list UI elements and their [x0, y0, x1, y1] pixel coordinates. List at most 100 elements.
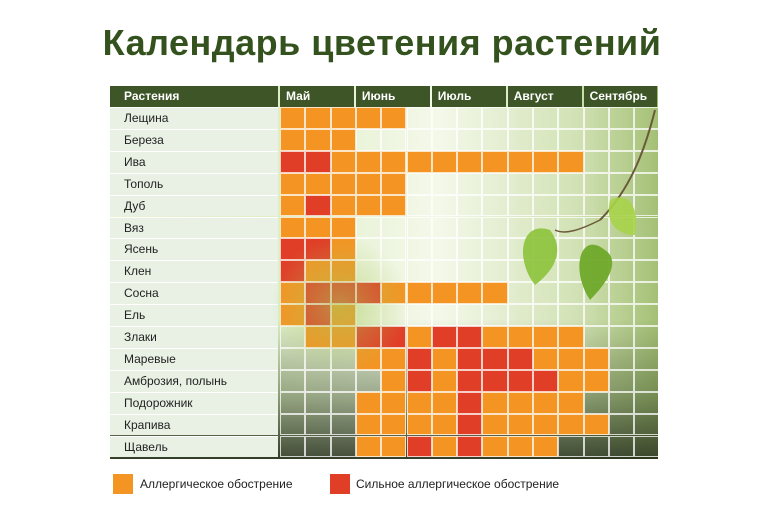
cell-allergic — [355, 347, 382, 370]
cell-empty — [634, 369, 658, 392]
cell-empty — [482, 128, 508, 151]
cell-allergic — [330, 172, 356, 195]
cell-strong — [280, 260, 306, 283]
cell-allergic — [533, 391, 559, 414]
cell-allergic — [457, 282, 483, 305]
plant-label: Амброзия, полынь — [110, 369, 278, 392]
cell-empty — [330, 347, 356, 370]
cell-empty — [457, 172, 483, 195]
cell-allergic — [305, 216, 331, 239]
cell-allergic — [305, 107, 331, 129]
plant-label: Крапива — [110, 413, 278, 436]
cell-empty — [634, 260, 658, 283]
cell-empty — [431, 216, 458, 239]
cell-empty — [507, 172, 533, 195]
cell-strong — [330, 282, 356, 305]
cell-empty — [406, 172, 432, 195]
cell-empty — [608, 107, 635, 129]
cell-allergic — [431, 369, 458, 392]
cell-allergic — [533, 413, 559, 436]
cell-empty — [406, 107, 432, 129]
cell-empty — [305, 435, 331, 458]
cell-empty — [634, 435, 658, 458]
cell-empty — [507, 194, 533, 217]
cell-empty — [507, 282, 533, 305]
cell-allergic — [507, 413, 533, 436]
cell-strong — [457, 435, 483, 458]
cell-allergic — [355, 172, 382, 195]
cell-allergic — [381, 282, 407, 305]
plant-label: Тополь — [110, 172, 278, 195]
cell-empty — [280, 391, 306, 414]
cell-allergic — [330, 128, 356, 151]
cell-allergic — [507, 435, 533, 458]
cell-allergic — [431, 435, 458, 458]
cell-empty — [482, 216, 508, 239]
cell-empty — [305, 347, 331, 370]
cell-empty — [355, 304, 382, 326]
cell-empty — [431, 238, 458, 261]
cell-empty — [381, 260, 407, 283]
cell-allergic — [406, 326, 432, 348]
cell-allergic — [280, 282, 306, 305]
cell-allergic — [558, 391, 584, 414]
cell-empty — [406, 238, 432, 261]
cell-empty — [457, 304, 483, 326]
cell-empty — [330, 369, 356, 392]
cell-allergic — [381, 347, 407, 370]
cell-empty — [634, 282, 658, 305]
cell-empty — [507, 304, 533, 326]
cell-allergic — [280, 304, 306, 326]
cell-empty — [406, 260, 432, 283]
cell-allergic — [330, 194, 356, 217]
cell-empty — [583, 194, 609, 217]
cell-empty — [431, 194, 458, 217]
cell-allergic — [355, 435, 382, 458]
cell-empty — [355, 369, 382, 392]
plant-label: Ива — [110, 150, 278, 173]
plant-label: Береза — [110, 128, 278, 151]
month-header: Сентябрь — [583, 86, 658, 107]
cell-empty — [533, 172, 559, 195]
month-header: Июнь — [355, 86, 430, 107]
cell-strong — [457, 326, 483, 348]
cell-allergic — [280, 172, 306, 195]
cell-empty — [330, 391, 356, 414]
cell-allergic — [381, 107, 407, 129]
cell-empty — [583, 326, 609, 348]
cell-allergic — [482, 413, 508, 436]
cell-allergic — [406, 413, 432, 436]
legend-label-strong: Сильное аллергическое обострение — [356, 477, 560, 491]
cell-allergic — [406, 150, 432, 173]
cell-allergic — [355, 413, 382, 436]
cell-empty — [634, 326, 658, 348]
cell-allergic — [330, 238, 356, 261]
cell-empty — [608, 326, 635, 348]
cell-allergic — [583, 347, 609, 370]
cell-strong — [406, 369, 432, 392]
cell-allergic — [533, 150, 559, 173]
cell-allergic — [355, 194, 382, 217]
cell-empty — [507, 128, 533, 151]
cell-allergic — [558, 326, 584, 348]
cell-empty — [355, 238, 382, 261]
cell-empty — [280, 326, 306, 348]
cell-allergic — [558, 150, 584, 173]
month-header: Май — [280, 86, 354, 107]
cell-empty — [558, 107, 584, 129]
cell-empty — [431, 260, 458, 283]
cell-empty — [608, 369, 635, 392]
cell-allergic — [482, 391, 508, 414]
cell-empty — [381, 128, 407, 151]
cell-empty — [482, 194, 508, 217]
cell-allergic — [330, 107, 356, 129]
cell-allergic — [330, 326, 356, 348]
cell-empty — [608, 391, 635, 414]
cell-allergic — [558, 413, 584, 436]
chart-title: Календарь цветения растений — [102, 22, 662, 63]
cell-strong — [482, 369, 508, 392]
cell-strong — [355, 282, 382, 305]
cell-allergic — [381, 369, 407, 392]
cell-allergic — [330, 216, 356, 239]
cell-allergic — [583, 413, 609, 436]
